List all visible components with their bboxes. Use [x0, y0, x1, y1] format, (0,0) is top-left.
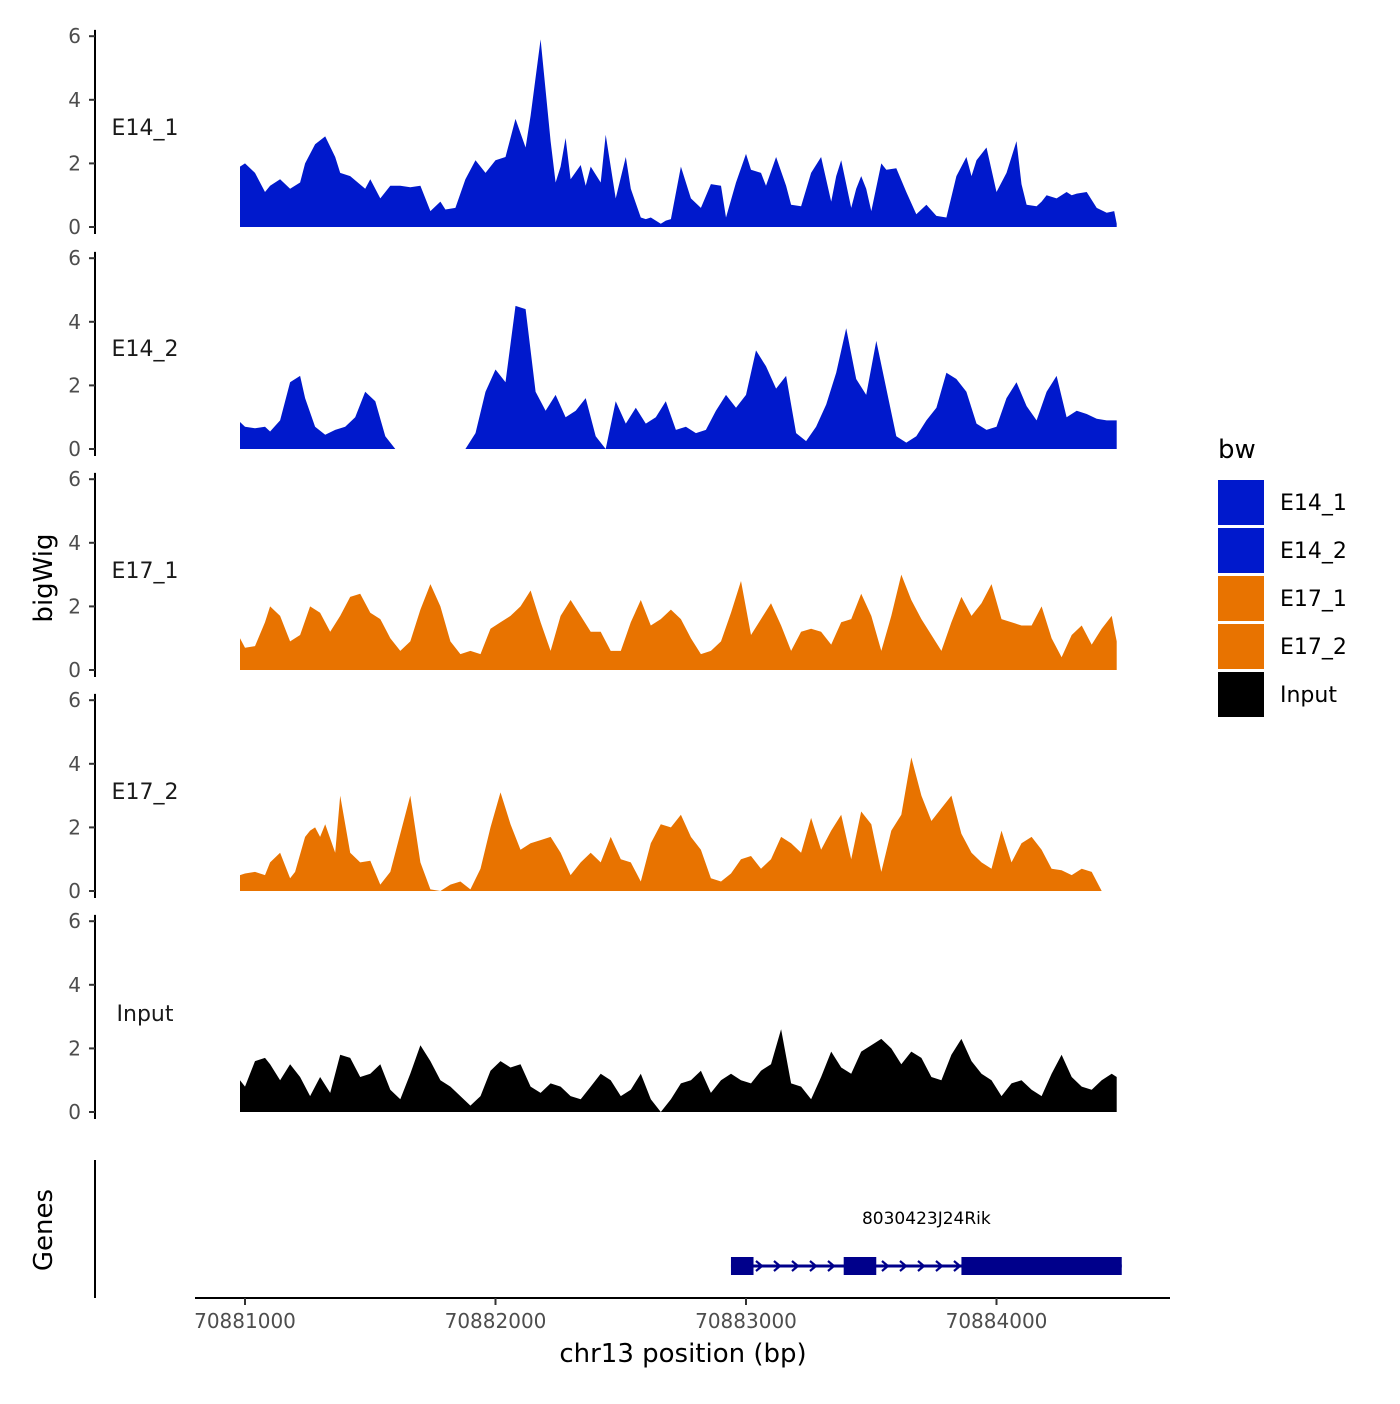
gene-exon-1 [730, 1257, 754, 1275]
y-tick-label-E14_2-6: 6 [68, 246, 81, 270]
legend-label-E17_2: E17_2 [1280, 635, 1347, 660]
area-E17_1 [240, 574, 1117, 670]
y-tick-label-E14_1-0: 0 [68, 215, 81, 239]
track-label-E14_1: E14_1 [112, 116, 179, 141]
y-tick-label-E14_1-6: 6 [68, 24, 81, 48]
x-tick-label-70884000: 70884000 [946, 1309, 1048, 1333]
y-tick-label-E17_2-6: 6 [68, 688, 81, 712]
gene-strand-arrow [899, 1260, 908, 1272]
gene-strand-arrow [827, 1260, 836, 1272]
track-label-E14_2: E14_2 [112, 337, 179, 362]
y-tick-label-E17_1-4: 4 [68, 531, 81, 555]
track-label-Input: Input [117, 1002, 174, 1027]
area-Input [240, 1029, 1117, 1112]
legend-key-E17_2 [1218, 624, 1264, 669]
y-tick-label-E17_1-0: 0 [68, 658, 81, 682]
track-label-E17_1: E17_1 [112, 559, 179, 584]
y-tick-label-E17_1-2: 2 [68, 594, 81, 618]
y-tick-label-E14_2-2: 2 [68, 373, 81, 397]
x-tick-label-70883000: 70883000 [695, 1309, 797, 1333]
y-tick-label-Input-4: 4 [68, 973, 81, 997]
legend-key-E17_1 [1218, 576, 1264, 621]
y-tick-label-Input-6: 6 [68, 909, 81, 933]
gene-strand-arrow [917, 1260, 926, 1272]
x-axis-title: chr13 position (bp) [559, 1339, 806, 1369]
y-axis-title: bigWig [29, 533, 59, 622]
y-tick-label-E14_2-0: 0 [68, 437, 81, 461]
gene-exon-2 [843, 1257, 877, 1275]
y-tick-label-E17_2-2: 2 [68, 815, 81, 839]
legend-label-E14_1: E14_1 [1280, 491, 1347, 516]
y-tick-label-E14_1-4: 4 [68, 88, 81, 112]
gene-exon-3 [961, 1257, 1122, 1275]
legend-label-E17_1: E17_1 [1280, 587, 1347, 612]
genes-panel-title: Genes [29, 1189, 59, 1271]
gene-strand-arrow [755, 1260, 764, 1272]
gene-strand-arrow [935, 1260, 944, 1272]
legend-key-E14_1 [1218, 480, 1264, 525]
legend-label-E14_2: E14_2 [1280, 539, 1347, 564]
y-tick-label-Input-2: 2 [68, 1036, 81, 1060]
gene-strand-arrow [953, 1260, 962, 1272]
x-tick-label-70881000: 70881000 [194, 1309, 296, 1333]
y-tick-label-E14_1-2: 2 [68, 151, 81, 175]
area-E14_1 [240, 39, 1117, 228]
legend-label-Input: Input [1280, 683, 1337, 708]
legend-title: bw [1218, 435, 1256, 465]
area-E14_2 [240, 305, 1117, 449]
gene-strand-arrow [773, 1260, 782, 1272]
x-tick-label-70882000: 70882000 [445, 1309, 547, 1333]
gene-strand-arrow [791, 1260, 800, 1272]
track-label-E17_2: E17_2 [112, 780, 179, 805]
y-tick-label-E17_2-4: 4 [68, 752, 81, 776]
y-tick-label-E17_2-0: 0 [68, 879, 81, 903]
legend-key-E14_2 [1218, 528, 1264, 573]
y-tick-label-E17_1-6: 6 [68, 467, 81, 491]
gene-strand-arrow [881, 1260, 890, 1272]
gene-strand-arrow [809, 1260, 818, 1272]
y-tick-label-Input-0: 0 [68, 1100, 81, 1124]
gene-label-8030423J24Rik: 8030423J24Rik [862, 1209, 991, 1229]
y-tick-label-E14_2-4: 4 [68, 310, 81, 334]
legend-key-Input [1218, 672, 1264, 717]
area-E17_2 [240, 757, 1117, 891]
